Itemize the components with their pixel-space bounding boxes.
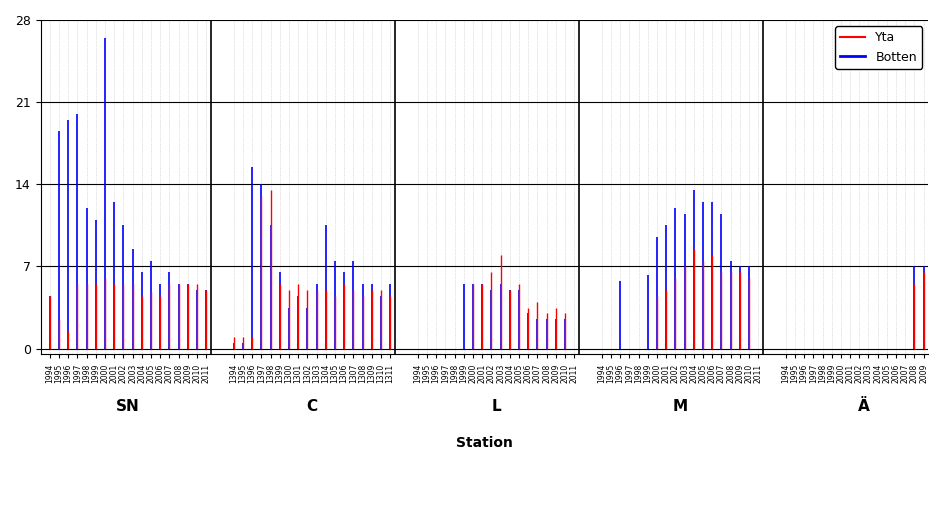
Text: M: M	[672, 399, 687, 414]
X-axis label: Station: Station	[456, 436, 513, 450]
Legend: Yta, Botten: Yta, Botten	[835, 26, 922, 69]
Text: Ä: Ä	[858, 399, 869, 414]
Text: L: L	[491, 399, 500, 414]
Text: C: C	[307, 399, 317, 414]
Text: SN: SN	[116, 399, 140, 414]
